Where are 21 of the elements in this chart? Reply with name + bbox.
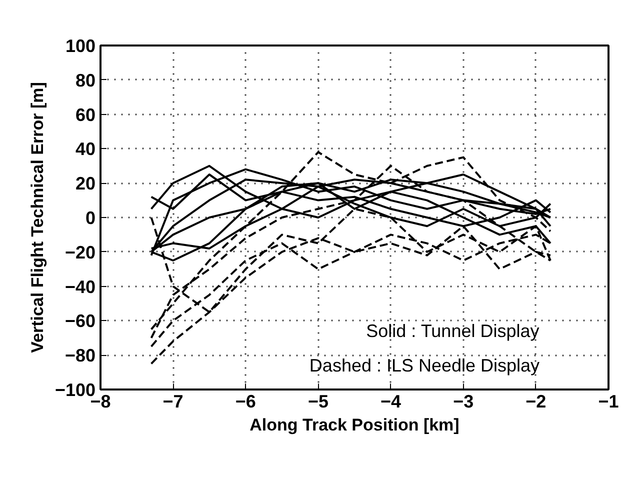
x-tick-label: −2	[526, 392, 546, 412]
x-tick-label: −6	[235, 392, 256, 412]
y-tick-label: −20	[64, 242, 96, 262]
y-tick-label: −80	[64, 346, 96, 366]
y-tick-label: −60	[64, 311, 96, 332]
y-tick-label: 80	[75, 70, 96, 90]
x-tick-label: −1	[598, 392, 619, 412]
x-tick-label: −3	[453, 392, 474, 412]
x-tick-label: −5	[308, 392, 328, 412]
y-axis-title: Vertical Flight Technical Error [m]	[28, 82, 47, 353]
y-tick-label: 40	[75, 139, 96, 160]
y-tick-label: 0	[85, 208, 96, 228]
annotation: Solid : Tunnel Display	[366, 321, 540, 342]
y-tick-label: 20	[75, 174, 96, 194]
y-tick-label: 100	[65, 36, 96, 56]
x-axis-title: Along Track Position [km]	[250, 416, 460, 434]
x-tick-label: −7	[162, 392, 184, 412]
y-tick-label: 60	[75, 104, 96, 125]
x-tick-label: −4	[380, 392, 402, 412]
annotation: Dashed : ILS Needle Display	[309, 355, 540, 376]
y-tick-label: −40	[64, 276, 96, 297]
